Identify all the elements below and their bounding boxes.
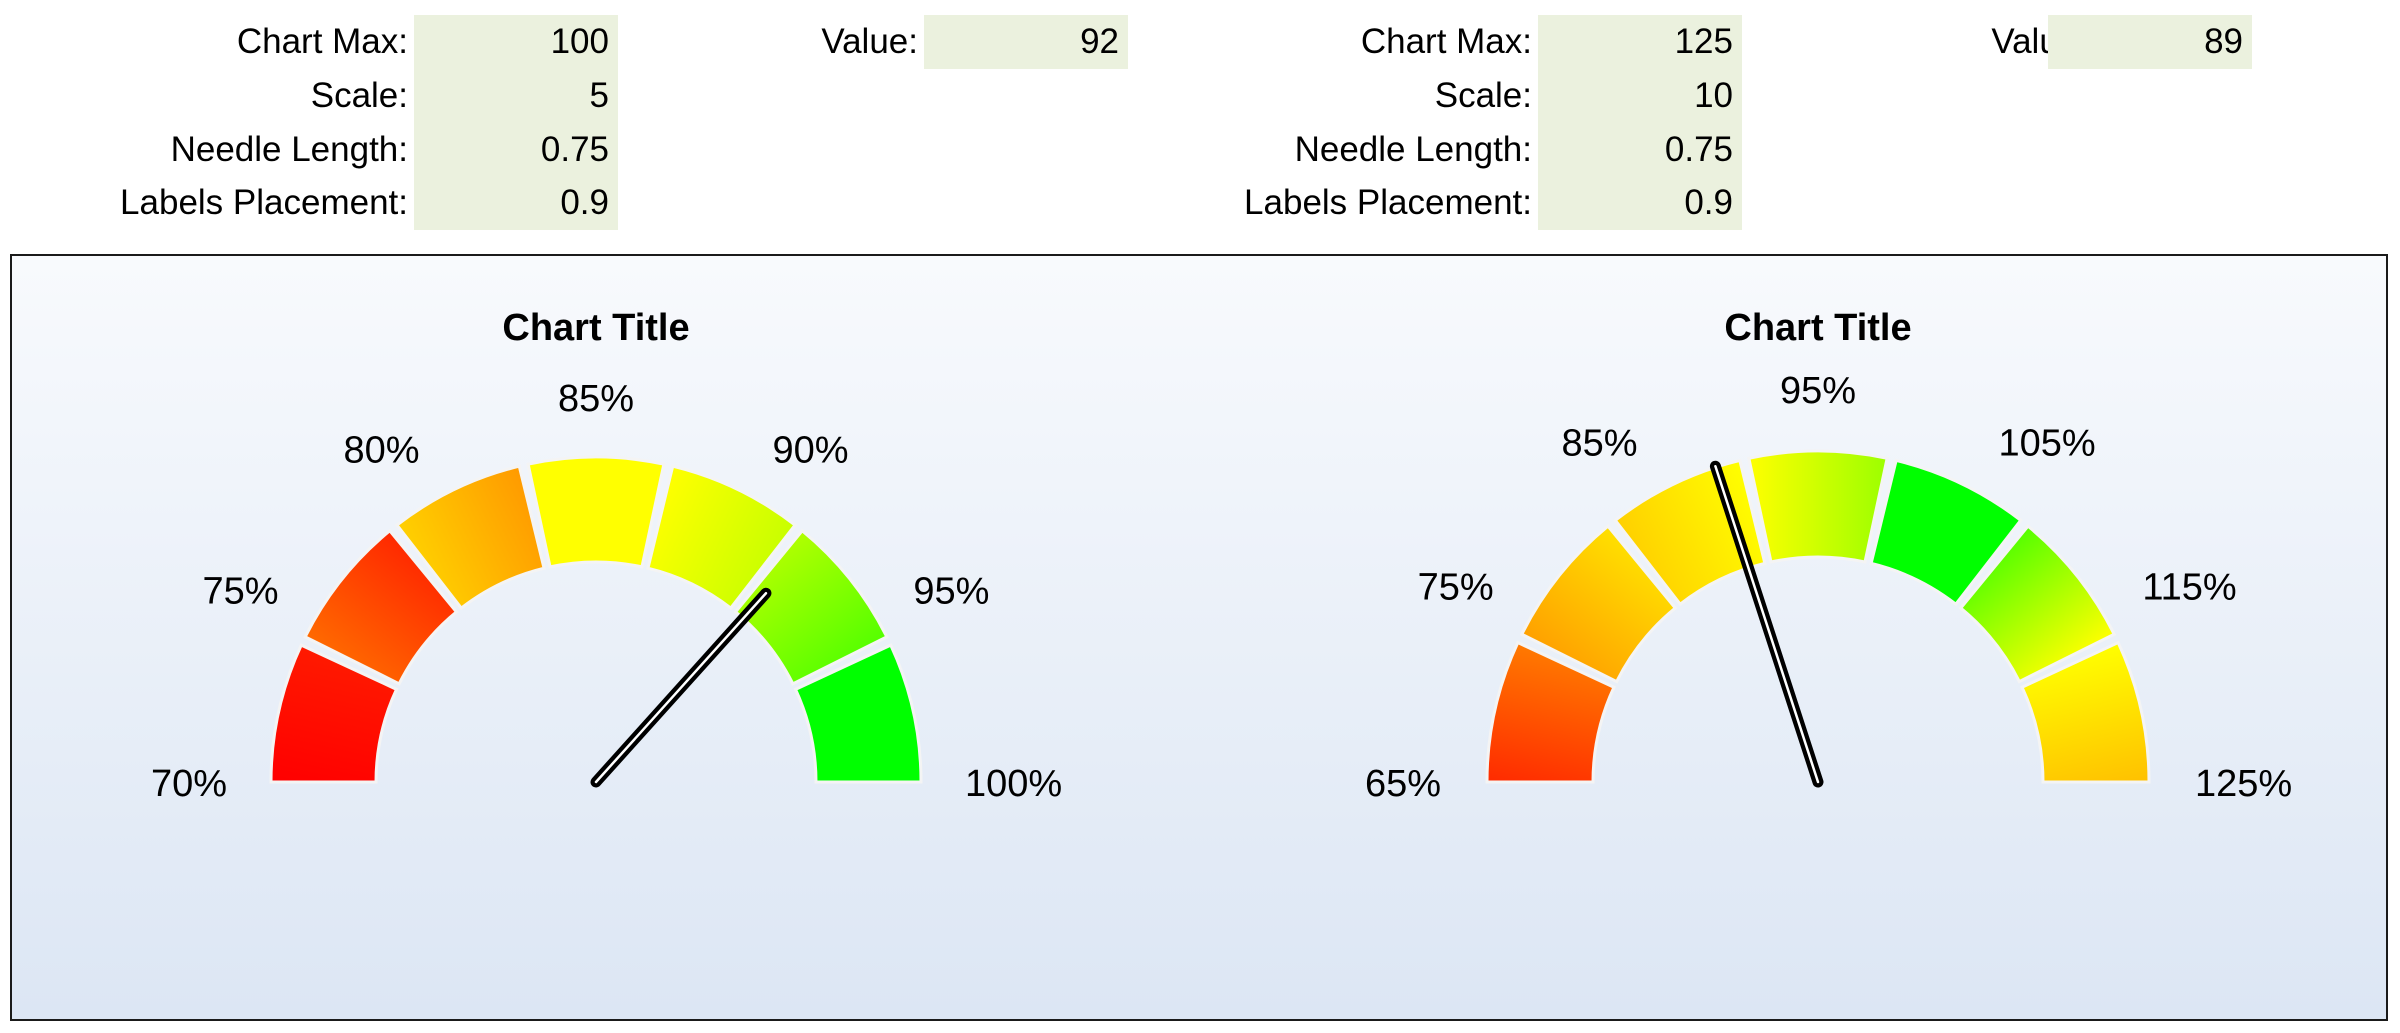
gauge-tick-label: 90% xyxy=(773,430,849,472)
gauge-2: Chart Title 65% 75% 85% 95% 105% 115% 125% xyxy=(1365,307,2292,805)
gauge-tick-label: 85% xyxy=(558,378,634,420)
gauge-tick-label: 115% xyxy=(2142,567,2236,609)
gauge1-chart-max-cell[interactable]: 100 xyxy=(414,15,618,69)
gauge-band xyxy=(1519,524,1678,684)
gauge-tick-label: 85% xyxy=(1561,423,1637,465)
gauge2-chart-max-label: Chart Max: xyxy=(1360,22,1532,61)
gauge1-labels-placement-label: Labels Placement: xyxy=(120,183,408,222)
gauge2-scale-cell[interactable]: 10 xyxy=(1538,69,1742,123)
gauge1-scale-cell[interactable]: 5 xyxy=(414,69,618,123)
gauge-tick-label: 80% xyxy=(343,430,419,472)
gauge-tick-label: 70% xyxy=(151,763,227,805)
gauge-needle-highlight xyxy=(1714,464,1820,784)
gauge-band xyxy=(1747,449,1889,564)
gauge-band xyxy=(303,528,459,686)
gauge1-chart-max-label: Chart Max: xyxy=(236,22,408,61)
gauge-tick-label: 125% xyxy=(2195,763,2292,805)
gauge-tick-label: 95% xyxy=(913,571,989,613)
gauge2-labels-placement-cell[interactable]: 0.9 xyxy=(1538,176,1742,230)
gauge-needle-highlight xyxy=(594,591,768,784)
gauge1-value-cell[interactable]: 92 xyxy=(924,15,1128,69)
gauge-band xyxy=(1869,458,2023,607)
gauge-tick-label: 75% xyxy=(1418,567,1494,609)
gauge-band xyxy=(269,643,399,784)
gauge-band xyxy=(646,464,798,611)
gauge-chart-area[interactable]: Chart Title 70% 75% 80% 85% 90% 95% 100% Chart … xyxy=(10,254,2388,1021)
gauge-band xyxy=(793,643,923,784)
gauge-tick-label: 75% xyxy=(203,571,279,613)
gauge-1: Chart Title 70% 75% 80% 85% 90% 95% 100% xyxy=(151,307,1062,805)
gauge2-labels-placement-label: Labels Placement: xyxy=(1244,183,1532,222)
gauge2-value-cell[interactable]: 89 xyxy=(2048,15,2252,69)
gauge1-needle-length-cell[interactable]: 0.75 xyxy=(414,123,618,177)
gauge2-needle-length-cell[interactable]: 0.75 xyxy=(1538,123,1742,177)
gauge2-needle-length-label: Needle Length: xyxy=(1294,130,1532,169)
gauge-band xyxy=(2020,640,2151,784)
gauge2-scale-label: Scale: xyxy=(1434,76,1532,115)
gauge2-value-label: Value: xyxy=(1991,22,2088,61)
gauge-band xyxy=(1958,524,2117,684)
gauge-tick-label: 95% xyxy=(1780,370,1856,412)
gauge1-needle-length-label: Needle Length: xyxy=(170,130,408,169)
gauge-band xyxy=(733,528,889,686)
gauge-tick-label: 100% xyxy=(965,763,1062,805)
gauge-band xyxy=(1485,640,1616,784)
gauge1-value-label: Value: xyxy=(821,22,918,61)
gauge-band xyxy=(394,464,546,611)
gauge-charts-svg: Chart Title 70% 75% 80% 85% 90% 95% 100% Chart … xyxy=(151,307,2292,805)
gauge2-chart-max-cell[interactable]: 125 xyxy=(1538,15,1742,69)
gauge1-labels-placement-cell[interactable]: 0.9 xyxy=(414,176,618,230)
gauge1-scale-label: Scale: xyxy=(310,76,408,115)
gauge-title: Chart Title xyxy=(502,307,689,349)
gauge-tick-label: 65% xyxy=(1365,763,1441,805)
gauge-title: Chart Title xyxy=(1724,307,1911,349)
gauge-band xyxy=(526,455,666,569)
gauge-tick-label: 105% xyxy=(1999,423,2096,465)
